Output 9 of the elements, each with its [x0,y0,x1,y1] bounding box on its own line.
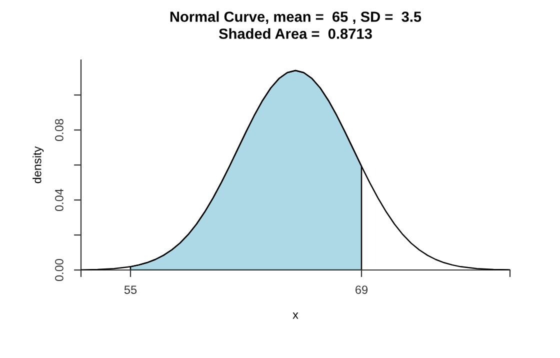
chart-subtitle: Shaded Area = 0.8713 [218,28,372,39]
y-axis-title: density [32,146,44,184]
chart-title: Normal Curve, mean = 65 , SD = 3.5 [170,11,422,24]
y-tick-label: 0.00 [55,258,64,282]
y-tick-label: 0.04 [55,188,64,212]
y-tick-label: 0.08 [55,119,64,142]
x-tick-label: 55 [124,286,137,294]
x-axis-title: x [292,312,298,319]
x-tick-label: 69 [356,286,368,294]
